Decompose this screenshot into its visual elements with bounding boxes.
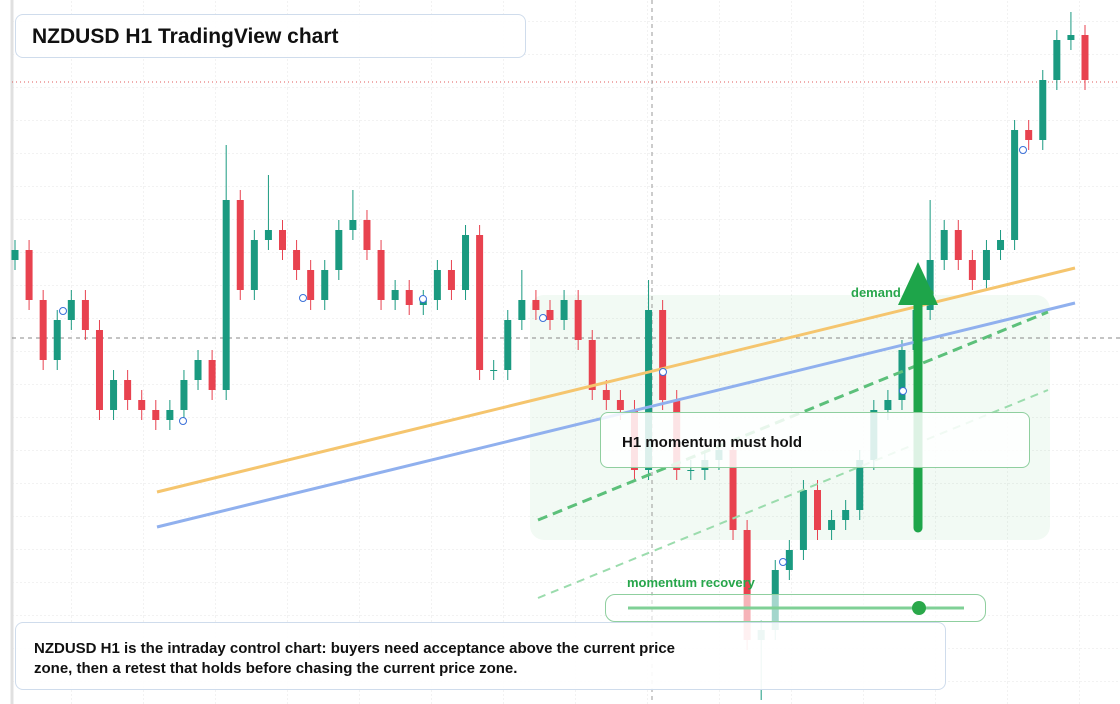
slider-label: momentum recovery [627, 575, 755, 590]
candle-body [645, 310, 653, 470]
candle-body [997, 240, 1005, 250]
candle-body [842, 510, 850, 520]
candle-body [405, 290, 413, 305]
candle-body [321, 270, 329, 300]
title-box: NZDUSD H1 TradingView chart [15, 14, 526, 58]
candle-body [476, 235, 484, 370]
chart-title: NZDUSD H1 TradingView chart [32, 25, 339, 48]
candle-body [250, 240, 258, 290]
candle-body [293, 250, 301, 270]
candle-body [546, 310, 554, 320]
note-box: H1 momentum must hold [600, 412, 1030, 468]
candle-body [180, 380, 188, 410]
candle-body [504, 320, 512, 370]
candle-body [828, 520, 836, 530]
candle-body [574, 300, 582, 340]
candle-body [208, 360, 216, 390]
channel-line [537, 389, 1049, 599]
candle-body [124, 380, 132, 400]
candle-body [490, 370, 498, 371]
candle-body [729, 450, 737, 530]
candle-body [349, 220, 357, 230]
candle-body [926, 260, 934, 310]
candle-body [236, 200, 244, 290]
candle-body [53, 320, 61, 360]
candle-body [1067, 35, 1075, 40]
candle-body [659, 310, 667, 400]
candle-body [1011, 130, 1019, 240]
candle-body [616, 400, 624, 410]
candle-body [856, 460, 864, 510]
candle-body [447, 270, 455, 290]
candle-body [25, 250, 33, 300]
candle-body [166, 410, 174, 420]
candle-body [968, 260, 976, 280]
caption: NZDUSD H1 is the intraday control chart:… [34, 640, 676, 677]
candle-body [377, 250, 385, 300]
slider[interactable] [605, 594, 986, 622]
candle-body [194, 360, 202, 380]
markers [59, 146, 1027, 566]
candle-body [1053, 40, 1061, 80]
candle-body [363, 220, 371, 250]
note: H1 momentum must hold [622, 434, 803, 451]
candle-body [433, 270, 441, 300]
slider-thumb[interactable] [912, 601, 926, 615]
candle-body [518, 300, 526, 320]
candle-body [307, 270, 315, 300]
candle-body [95, 330, 103, 410]
candle-body [335, 230, 343, 270]
candle-body [152, 410, 160, 420]
candle-body [39, 300, 47, 360]
candle-body [222, 200, 230, 390]
candle-body [532, 300, 540, 310]
candle-body [279, 230, 286, 250]
candle-body [264, 230, 272, 240]
candle-body [785, 550, 793, 570]
candle-body [602, 390, 610, 400]
candle-body [687, 470, 695, 471]
candle-body [110, 380, 118, 410]
candle-body [814, 490, 821, 530]
candle-body [1081, 35, 1089, 80]
slider-track [628, 601, 964, 615]
candle-body [799, 490, 807, 550]
caption-box: NZDUSD H1 is the intraday control chart:… [15, 622, 946, 690]
candle-body [462, 235, 470, 290]
candle-body [954, 230, 962, 260]
candle-body [391, 290, 399, 300]
candle-body [67, 300, 75, 320]
candle-body [940, 230, 948, 260]
candle-body [898, 350, 906, 400]
arrow-head [898, 262, 938, 305]
candle-body [11, 250, 19, 260]
candle-body [1039, 80, 1047, 140]
candles [11, 12, 1089, 700]
candle-body [743, 530, 751, 640]
candle-body [81, 300, 89, 330]
candle-body [138, 400, 146, 410]
candle-body [884, 400, 892, 410]
candle-body [1025, 130, 1033, 140]
candle-body [588, 340, 596, 390]
candle-body [560, 300, 568, 320]
candle-body [982, 250, 990, 280]
